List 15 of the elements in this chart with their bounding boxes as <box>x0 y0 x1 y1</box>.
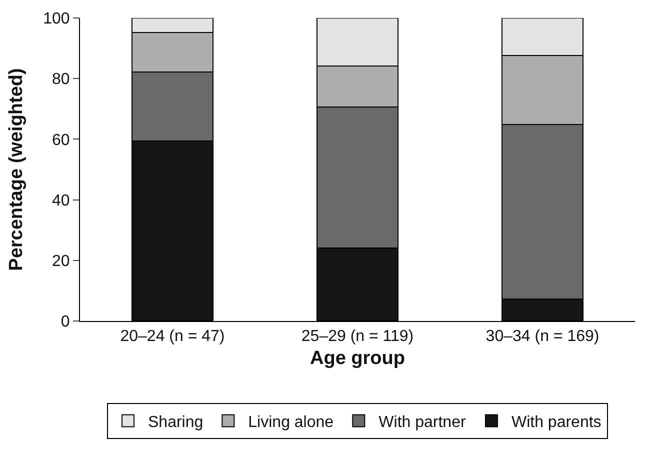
y-tick-label: 20 <box>52 253 70 270</box>
y-tick-label: 80 <box>52 71 70 88</box>
x-tick-label: 20–24 (n = 47) <box>120 328 225 346</box>
x-tick-label: 30–34 (n = 169) <box>486 328 600 346</box>
x-axis-title: Age group <box>310 348 405 369</box>
y-tick-label: 0 <box>60 314 70 331</box>
legend-label: With partner <box>378 414 466 431</box>
y-tick-label: 60 <box>52 132 70 149</box>
legend-label: Sharing <box>148 414 204 431</box>
y-tick-label: 100 <box>43 10 70 28</box>
x-tick-label: 25–29 (n = 119) <box>301 328 414 346</box>
y-tick-label: 40 <box>52 192 70 210</box>
y-axis-title: Percentage (weighted) <box>6 68 27 271</box>
legend-label: Living alone <box>248 414 334 431</box>
legend-label: With parents <box>511 414 602 431</box>
